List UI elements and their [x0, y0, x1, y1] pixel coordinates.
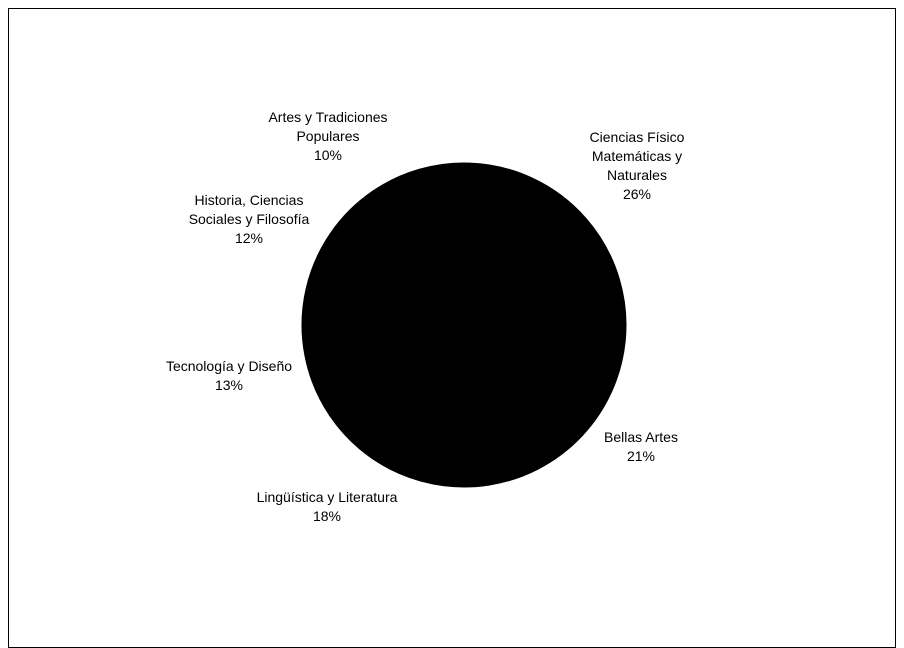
- slice-label-6: Artes y Tradiciones Populares 10%: [268, 109, 387, 163]
- slice-category-label: Tecnología y Diseño: [166, 358, 292, 374]
- pie-slice-2: [463, 324, 626, 486]
- slice-category-label: Ciencias Físico: [590, 129, 685, 145]
- slice-category-label: Historia, Ciencias: [195, 192, 304, 208]
- slice-category-label: Artes y Tradiciones: [268, 109, 387, 125]
- slice-label-4: Tecnología y Diseño 13%: [166, 358, 292, 393]
- pie-slice-6: [372, 162, 471, 327]
- pie-slice-4: [301, 288, 466, 417]
- slice-label-2: Bellas Artes 21%: [604, 429, 678, 464]
- slice-label-3: Lingüística y Literatura 18%: [257, 489, 398, 524]
- slice-percent-label: 21%: [627, 448, 655, 464]
- pie-slice-5: [305, 190, 466, 326]
- pie-slice-3: [329, 324, 490, 488]
- slice-percent-label: 26%: [623, 186, 651, 202]
- slice-category-label: Matemáticas y: [592, 148, 682, 164]
- slice-percent-label: 12%: [235, 230, 263, 246]
- slice-category-label: Sociales y Filosofía: [189, 211, 310, 227]
- pie-slice-1: [463, 162, 627, 342]
- slice-percent-label: 18%: [313, 508, 341, 524]
- slice-category-label: Populares: [296, 128, 359, 144]
- slice-label-5: Historia, Ciencias Sociales y Filosofía 12…: [189, 192, 310, 246]
- slice-category-label: Bellas Artes: [604, 429, 678, 445]
- slice-label-1: Ciencias Físico Matemáticas y Naturales 26%: [590, 129, 685, 202]
- slice-percent-label: 13%: [215, 377, 243, 393]
- slice-category-label: Lingüística y Literatura: [257, 489, 398, 505]
- pie-chart: Ciencias Físico Matemáticas y Naturales 26%…: [166, 109, 685, 524]
- slice-category-label: Naturales: [607, 167, 667, 183]
- slice-percent-label: 10%: [314, 147, 342, 163]
